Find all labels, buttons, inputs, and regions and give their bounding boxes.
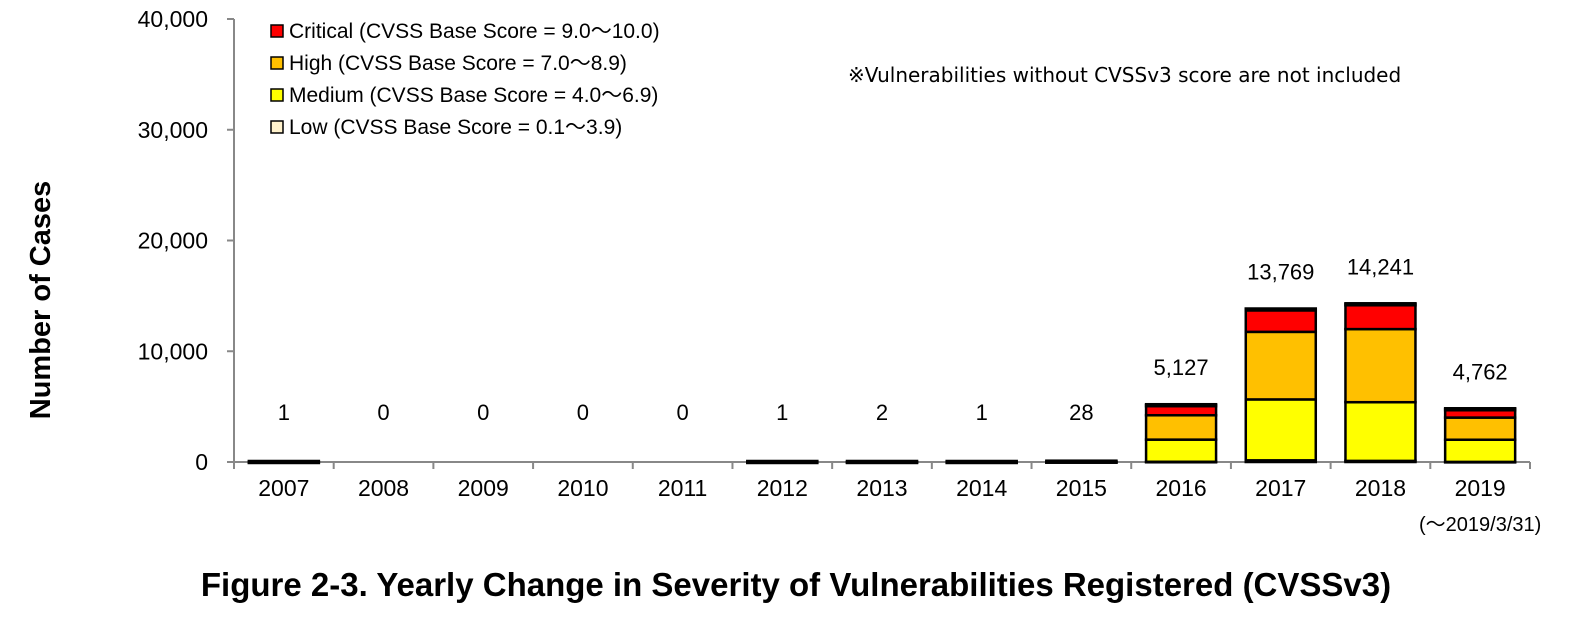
legend-entry-label: Medium (CVSS Base Score = 4.0～6.9) — [289, 84, 658, 107]
bar-total-label: 0 — [577, 400, 589, 425]
bar-outline — [1144, 402, 1218, 408]
bar-outline — [746, 459, 819, 465]
bar-segment — [1443, 438, 1517, 464]
bar-outline — [1344, 302, 1417, 307]
x-tick-label: 2009 — [458, 475, 509, 501]
bar-total-label: 0 — [477, 400, 489, 425]
y-tick-label: 20,000 — [138, 228, 208, 254]
bar-total-label: 1 — [776, 400, 788, 425]
bar-outline — [945, 459, 1018, 465]
x-tick-label: 2014 — [956, 475, 1007, 501]
chart-annotation: ※Vulnerabilities without CVSSv3 score ar… — [848, 63, 1401, 87]
bar-segment — [1244, 398, 1318, 462]
y-tick-label: 0 — [195, 449, 208, 475]
x-tick-label: 2007 — [258, 475, 309, 501]
x-tick-label: 2011 — [658, 475, 707, 501]
y-tick-label: 30,000 — [138, 117, 208, 143]
legend-swatch — [270, 88, 284, 102]
x-tick-label: 2010 — [557, 475, 608, 501]
x-tick-sublabel: (～2019/3/31) — [1419, 514, 1541, 536]
bar-total-label: 14,241 — [1347, 254, 1414, 279]
legend-swatch — [270, 56, 284, 70]
x-tick-label: 2017 — [1255, 475, 1306, 501]
x-tick-label: 2019 — [1455, 475, 1506, 501]
legend-entry-label: Low (CVSS Base Score = 0.1～3.9) — [289, 116, 622, 139]
bar-total-label: 0 — [676, 400, 688, 425]
bar-segment — [1344, 303, 1417, 331]
legend: Critical (CVSS Base Score = 9.0～10.0) Hig… — [270, 20, 660, 139]
axes: 0 10,000 20,000 30,000 40,000 — [138, 6, 1531, 475]
legend-swatch — [270, 120, 284, 134]
bar-segment — [1244, 308, 1318, 334]
bars — [247, 302, 1517, 465]
bar-total-label: 1 — [278, 400, 290, 425]
bar-total-label: 0 — [377, 400, 389, 425]
bar-total-label: 28 — [1069, 400, 1093, 425]
bar-segment — [1344, 400, 1417, 463]
bar-segment — [1144, 438, 1218, 464]
y-tick-label: 10,000 — [138, 338, 208, 364]
legend-entry-label: High (CVSS Base Score = 7.0～8.9) — [289, 52, 627, 75]
bar-segment — [1344, 327, 1417, 404]
y-tick-label: 40,000 — [138, 6, 208, 32]
x-tick-label: 2016 — [1155, 475, 1206, 501]
legend-entry-label: Critical (CVSS Base Score = 9.0～10.0) — [289, 20, 660, 43]
data-labels: 1 2007 0 2008 0 2009 0 2010 0 2011 1 2012 2 2013 1 2014… — [258, 254, 1541, 536]
bar-outline — [247, 459, 321, 465]
bar-segment — [1144, 414, 1218, 441]
bar-total-label: 2 — [876, 400, 888, 425]
bar-total-label: 4,762 — [1453, 359, 1508, 384]
figure-caption: Figure 2-3. Yearly Change in Severity of… — [200, 566, 1392, 603]
bar-outline — [1443, 407, 1517, 412]
x-tick-label: 2013 — [856, 475, 907, 501]
y-axis-label: Number of Cases — [25, 181, 57, 420]
bar-outline — [845, 459, 919, 465]
bar-total-label: 5,127 — [1154, 355, 1209, 380]
bar-outline — [1244, 307, 1318, 312]
bar-outline — [1045, 459, 1118, 464]
x-tick-label: 2012 — [757, 475, 808, 501]
stacked-bar-chart: Number of Cases 0 10,000 20,000 30,000 40,00… — [25, 6, 1541, 536]
x-tick-label: 2015 — [1056, 475, 1107, 501]
bar-segment — [1443, 416, 1517, 441]
x-tick-label: 2008 — [358, 475, 409, 501]
bar-total-label: 1 — [976, 400, 988, 425]
bar-total-label: 13,769 — [1247, 260, 1314, 285]
x-tick-label: 2018 — [1355, 475, 1406, 501]
legend-swatch — [270, 24, 284, 38]
bar-segment — [1244, 330, 1318, 401]
